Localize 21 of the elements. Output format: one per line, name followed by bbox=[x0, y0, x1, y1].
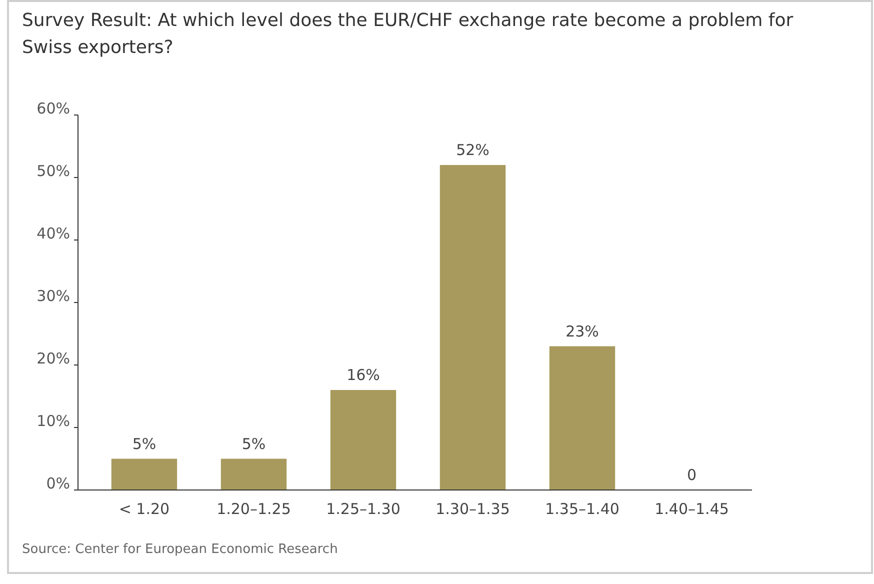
x-tick-label: 1.20–1.25 bbox=[216, 500, 291, 518]
x-tick-label: 1.35–1.40 bbox=[545, 500, 620, 518]
data-label: 5% bbox=[242, 434, 266, 453]
y-tick-label: 10% bbox=[36, 412, 70, 430]
data-label: 23% bbox=[566, 322, 599, 340]
x-tick-label: 1.30–1.35 bbox=[436, 500, 510, 518]
x-tick-label: < 1.20 bbox=[118, 500, 170, 518]
chart-title: Survey Result: At which level does the EUR/CHF exchange rate become a problem for Swiss exporters? bbox=[22, 10, 794, 58]
data-label: 52% bbox=[456, 141, 490, 159]
y-tick-label: 0% bbox=[46, 474, 70, 492]
x-tick-label: 1.25–1.30 bbox=[326, 500, 400, 518]
y-tick-label: 60% bbox=[36, 100, 70, 118]
source-note: Source: Center for European Economic Research bbox=[22, 542, 338, 557]
data-label: 5% bbox=[132, 434, 156, 453]
y-tick-label: 50% bbox=[36, 162, 70, 180]
data-label: 16% bbox=[346, 366, 380, 384]
y-tick-label: 40% bbox=[36, 224, 70, 242]
x-tick-label: 1.40–1.45 bbox=[654, 500, 729, 518]
data-label: 0 bbox=[686, 466, 697, 484]
y-tick-label: 30% bbox=[36, 287, 70, 305]
y-tick-label: 20% bbox=[36, 350, 70, 368]
